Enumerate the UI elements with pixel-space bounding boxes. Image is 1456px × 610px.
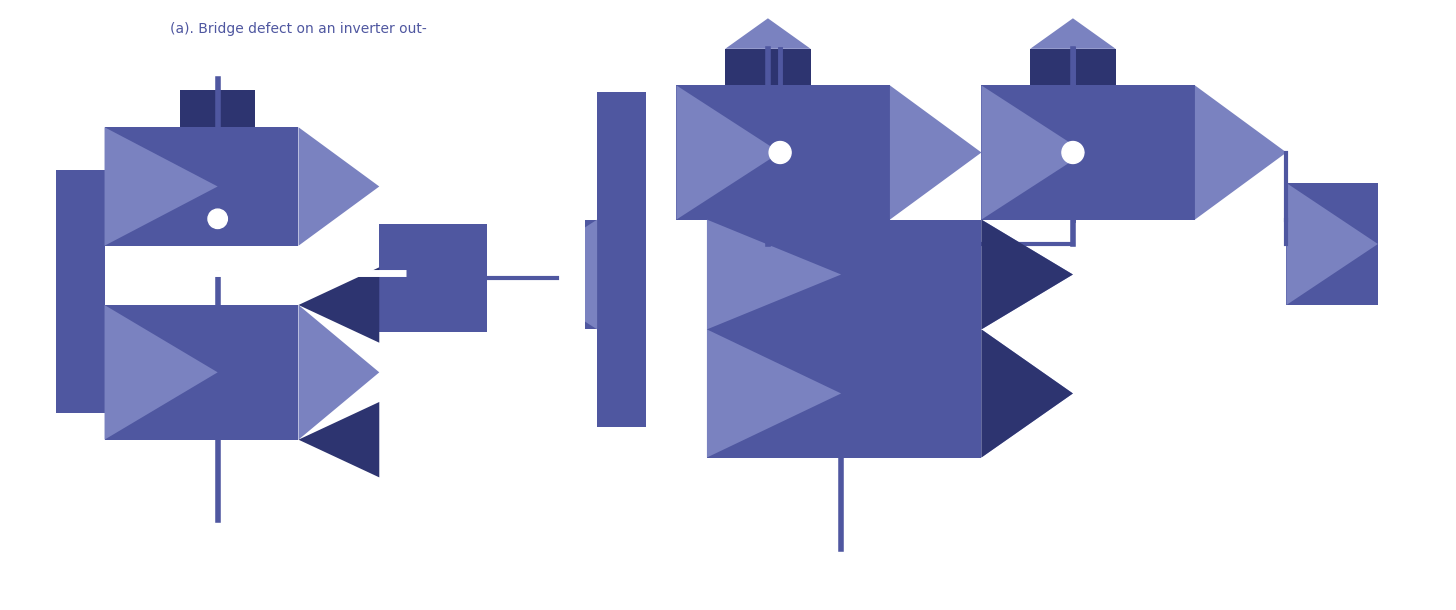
Polygon shape [298, 305, 380, 440]
Polygon shape [981, 85, 1085, 220]
Polygon shape [677, 85, 890, 220]
Polygon shape [298, 267, 380, 343]
Polygon shape [1287, 183, 1377, 305]
Polygon shape [105, 127, 298, 246]
Polygon shape [981, 85, 1195, 220]
Polygon shape [708, 220, 842, 329]
Polygon shape [597, 92, 646, 427]
Polygon shape [981, 329, 1073, 458]
Polygon shape [981, 220, 1073, 329]
Polygon shape [57, 170, 105, 413]
Polygon shape [380, 224, 488, 332]
Circle shape [769, 142, 791, 163]
Circle shape [208, 209, 227, 229]
Polygon shape [1031, 18, 1115, 49]
Title: (a). Bridge defect on an inverter out-: (a). Bridge defect on an inverter out- [170, 21, 427, 35]
Polygon shape [105, 127, 218, 246]
Polygon shape [511, 220, 597, 329]
Circle shape [1061, 142, 1083, 163]
Polygon shape [1287, 183, 1377, 305]
Polygon shape [708, 329, 842, 458]
Polygon shape [105, 305, 218, 440]
Polygon shape [298, 127, 380, 246]
Polygon shape [1195, 85, 1287, 220]
Polygon shape [981, 329, 1073, 458]
Polygon shape [708, 329, 981, 458]
Polygon shape [105, 305, 298, 440]
Polygon shape [298, 402, 380, 478]
Polygon shape [511, 220, 597, 329]
Polygon shape [890, 85, 981, 220]
Polygon shape [725, 18, 811, 49]
Polygon shape [708, 220, 981, 329]
Polygon shape [181, 90, 255, 127]
Polygon shape [1031, 49, 1115, 85]
Polygon shape [725, 49, 811, 85]
Polygon shape [981, 220, 1073, 329]
Polygon shape [677, 85, 780, 220]
